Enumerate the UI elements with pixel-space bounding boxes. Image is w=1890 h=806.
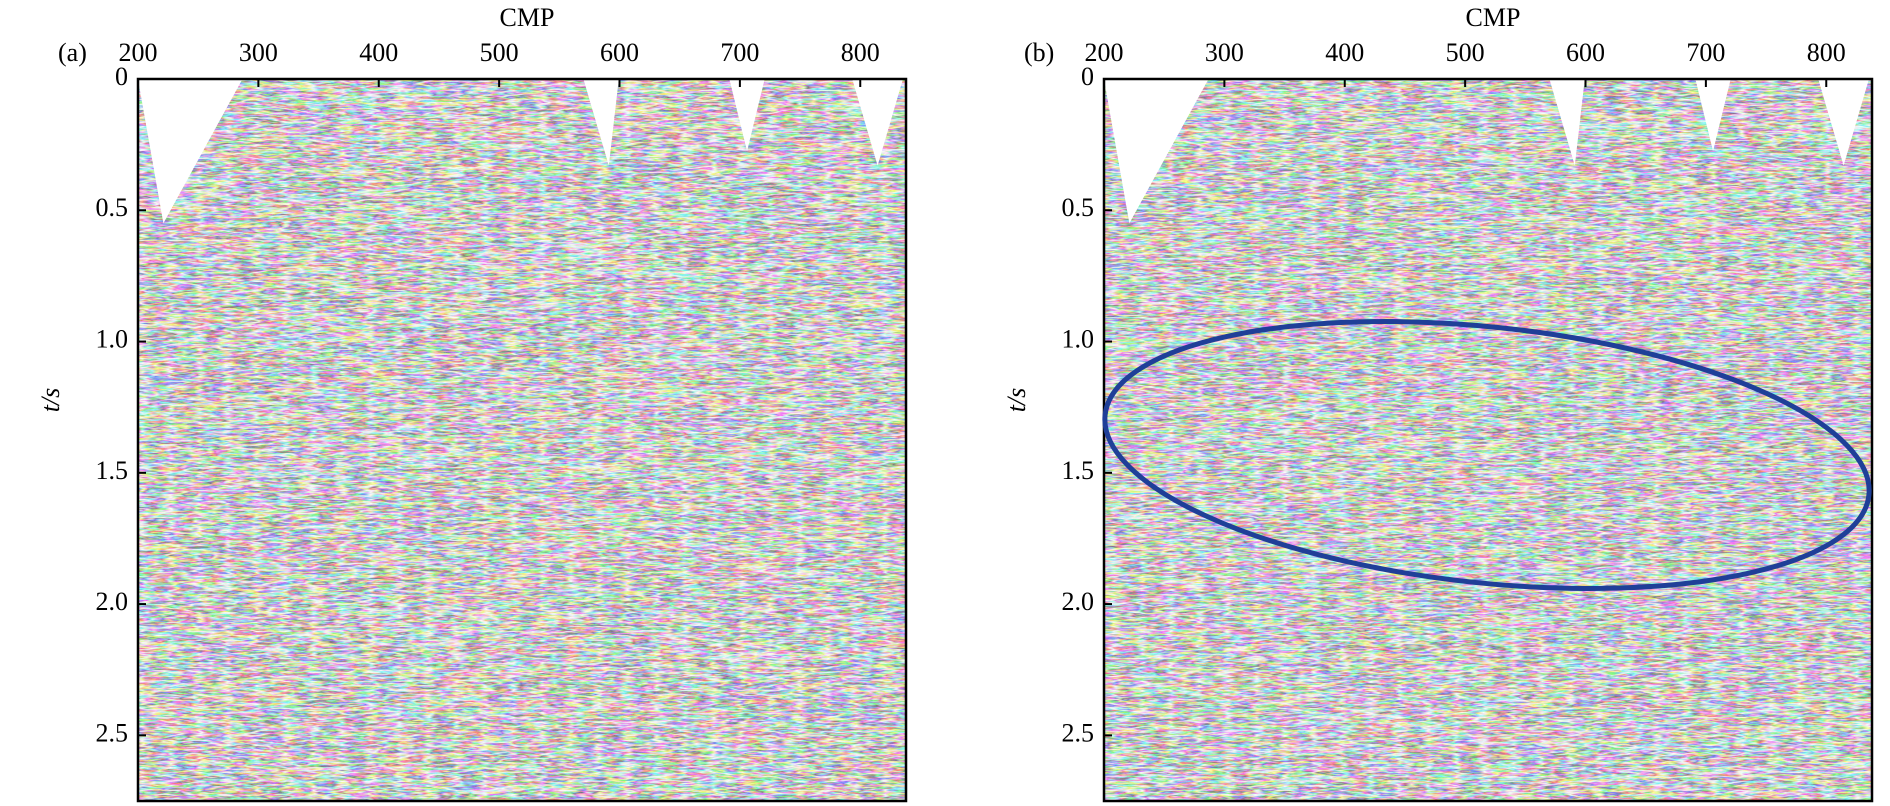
x-tick-label: 400 (359, 38, 398, 67)
x-tick-label: 300 (1205, 38, 1244, 67)
mute-zone (583, 79, 619, 166)
x-tick-label: 300 (239, 38, 278, 67)
x-tick-label: 200 (119, 38, 158, 67)
y-tick-label: 1.0 (96, 325, 129, 354)
y-tick-label: 2.5 (1062, 718, 1095, 747)
y-tick-label: 1.0 (1062, 325, 1095, 354)
highlight-ellipse (1102, 319, 1872, 591)
x-tick-label: 600 (600, 38, 639, 67)
x-tick-label: 800 (1807, 38, 1846, 67)
seismic-image (1104, 79, 1872, 801)
x-tick-label: 600 (1566, 38, 1605, 67)
x-tick-label: 800 (841, 38, 880, 67)
plot-frame (1102, 77, 1874, 803)
x-tick-label: 500 (480, 38, 519, 67)
y-tick-label: 0 (115, 62, 128, 91)
mute-zone (1549, 79, 1585, 166)
y-tick-label: 2.5 (96, 718, 129, 747)
y-tick-label: 1.5 (96, 456, 129, 485)
y-axis-label: t/s (36, 388, 65, 413)
x-tick-label: 500 (1446, 38, 1485, 67)
x-tick-label: 700 (720, 38, 759, 67)
x-tick-label: 200 (1085, 38, 1124, 67)
y-tick-label: 1.5 (1062, 456, 1095, 485)
y-tick-label: 2.0 (1062, 587, 1095, 616)
mute-zone (1695, 79, 1731, 152)
y-tick-label: 2.0 (96, 587, 129, 616)
mute-zone (138, 79, 243, 224)
mute-zone (1818, 79, 1869, 166)
mute-zone (1104, 79, 1209, 224)
x-tick-label: 700 (1686, 38, 1725, 67)
mute-zone (729, 79, 765, 152)
y-tick-label: 0.5 (1062, 193, 1095, 222)
mute-zone (852, 79, 903, 166)
panel-label: (a) (58, 38, 87, 67)
panel-label: (b) (1024, 38, 1054, 67)
x-tick-label: 400 (1325, 38, 1364, 67)
y-tick-label: 0 (1081, 62, 1094, 91)
y-axis-label: t/s (1002, 388, 1031, 413)
y-tick-label: 0.5 (96, 193, 129, 222)
x-axis-label: CMP (500, 3, 555, 32)
seismic-image (138, 79, 906, 801)
plot-frame (136, 77, 908, 803)
x-axis-label: CMP (1466, 3, 1521, 32)
